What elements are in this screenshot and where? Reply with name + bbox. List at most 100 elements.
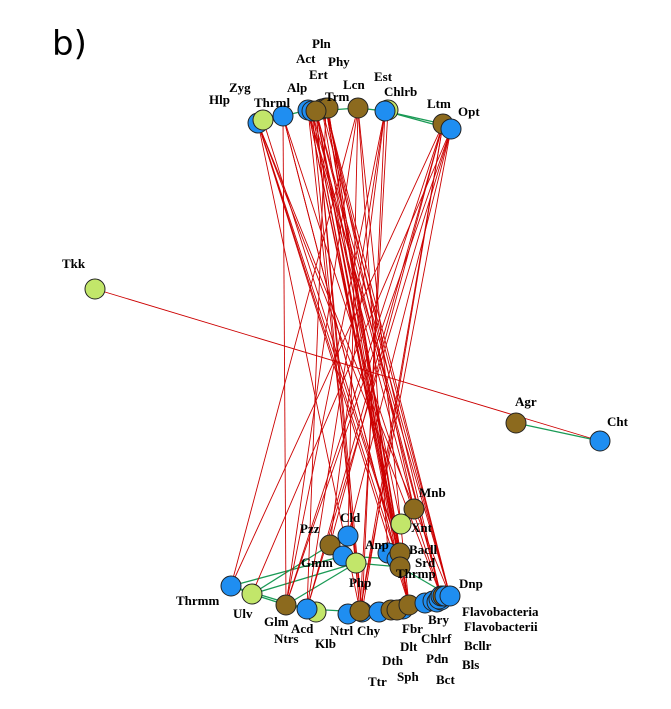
node-thrmp[interactable]	[389, 556, 411, 578]
panel-label: b)	[52, 24, 87, 64]
edge-Opt-Glm	[285, 128, 452, 606]
edge-Ltm-Glm	[285, 123, 444, 606]
node-thrmm[interactable]	[220, 575, 242, 597]
node-dnp[interactable]	[439, 585, 461, 607]
edge-Opt-Acd	[306, 128, 452, 610]
edge-Glm-Php	[285, 562, 357, 606]
label-zyg: Zyg	[229, 80, 251, 95]
node-glm[interactable]	[275, 594, 297, 616]
label-cld: Cld	[340, 510, 361, 525]
label-ert: Ert	[309, 67, 328, 82]
node-chlrb[interactable]	[374, 100, 396, 122]
label-bacll: Bacll	[409, 542, 438, 557]
label-agr: Agr	[515, 394, 537, 409]
label-bls: Bls	[462, 657, 479, 672]
label-dnp: Dnp	[459, 576, 483, 591]
edge-Lcn-Glm	[285, 107, 359, 606]
label-ttr: Ttr	[368, 674, 387, 689]
label-mnb: Mnb	[419, 485, 446, 500]
label-gmm: Gmm	[301, 555, 333, 570]
label-pln: Pln	[312, 36, 332, 51]
node-lcn[interactable]	[347, 97, 369, 119]
label-trm: Trm	[325, 89, 349, 104]
label-lcn: Lcn	[343, 77, 365, 92]
label-sph: Sph	[397, 669, 419, 684]
node-trm[interactable]	[305, 100, 327, 122]
edge-Trm-Thrmp	[315, 110, 401, 568]
label-phy: Phy	[328, 54, 350, 69]
label-alp: Alp	[287, 80, 307, 95]
label-thrmp: Thrmp	[396, 566, 436, 581]
node-zyg[interactable]	[252, 109, 274, 131]
label-flavobacteria: Flavobacteria	[462, 604, 539, 619]
edge-Thrml-Glm	[282, 115, 287, 606]
label-glm: Glm	[264, 614, 289, 629]
edge-Ert-Thrmp	[321, 108, 401, 568]
label-chlrf: Chlrf	[421, 631, 452, 646]
edge-Chlrb-Pzz	[329, 110, 386, 546]
label-xnt: Xnt	[411, 520, 433, 535]
label-fbr: Fbr	[402, 621, 423, 636]
edge-Opt-Ulv	[251, 128, 452, 595]
node-ulv[interactable]	[241, 583, 263, 605]
nodes-layer	[84, 97, 611, 625]
label-bct: Bct	[436, 672, 455, 687]
label-srd: Srd	[415, 555, 436, 570]
label-act: Act	[296, 51, 316, 66]
edge-Chlrb-Acd	[306, 110, 386, 610]
node-agr[interactable]	[505, 412, 527, 434]
edge-Agr-Cht	[515, 422, 601, 442]
edge-Hlp-Bacll	[257, 122, 401, 554]
edge-Lcn-Cld	[347, 107, 359, 537]
node-cld[interactable]	[337, 525, 359, 547]
node-mnb[interactable]	[403, 498, 425, 520]
label-opt: Opt	[458, 104, 480, 119]
label-est: Est	[374, 69, 393, 84]
label-ntrs: Ntrs	[274, 631, 299, 646]
label-anp: Anp	[365, 537, 389, 552]
node-opt[interactable]	[440, 118, 462, 140]
edge-Ulv-Php	[251, 562, 357, 595]
label-bcllr: Bcllr	[464, 638, 492, 653]
label-ulv: Ulv	[233, 606, 253, 621]
edge-Zyg-Bacll	[262, 119, 401, 554]
label-bry: Bry	[428, 612, 449, 627]
label-pdn: Pdn	[426, 651, 449, 666]
node-cht[interactable]	[589, 430, 611, 452]
label-thrml: Thrml	[254, 95, 291, 110]
label-pzz: Pzz	[300, 521, 320, 536]
edge-Ltm-Pzz	[329, 123, 444, 546]
label-ltm: Ltm	[427, 96, 451, 111]
label-dth: Dth	[382, 653, 404, 668]
label-flavobacterii: Flavobacterii	[464, 619, 538, 634]
node-xnt[interactable]	[390, 513, 412, 535]
edge-Ltm-Acd	[306, 123, 444, 610]
label-hlp: Hlp	[209, 92, 230, 107]
label-klb: Klb	[315, 636, 336, 651]
label-cht: Cht	[607, 414, 629, 429]
label-thrmm: Thrmm	[176, 593, 220, 608]
label-ntrl: Ntrl	[330, 623, 353, 638]
edge-Ltm-Chy	[359, 123, 444, 612]
node-php[interactable]	[345, 552, 367, 574]
edge-Est-Chy	[359, 109, 389, 612]
node-acd[interactable]	[296, 598, 318, 620]
edge-Hlp-Thrmp	[257, 122, 401, 568]
edge-Lcn-Thrmm	[230, 107, 359, 587]
node-tkk[interactable]	[84, 278, 106, 300]
edge-Opt-Cld	[347, 128, 452, 537]
label-dlt: Dlt	[400, 639, 418, 654]
label-tkk: Tkk	[62, 256, 86, 271]
edge-Lcn-Anp	[357, 107, 389, 554]
label-php: Php	[349, 575, 371, 590]
edge-Opt-Chy	[359, 128, 452, 612]
node-thrml[interactable]	[272, 105, 294, 127]
node-chy[interactable]	[349, 600, 371, 622]
edge-Thrmm-Gmm	[230, 555, 344, 587]
label-chy: Chy	[357, 623, 381, 638]
label-chlrb: Chlrb	[384, 84, 417, 99]
edge-Ert-Dnp	[321, 108, 451, 597]
label-acd: Acd	[291, 621, 314, 636]
